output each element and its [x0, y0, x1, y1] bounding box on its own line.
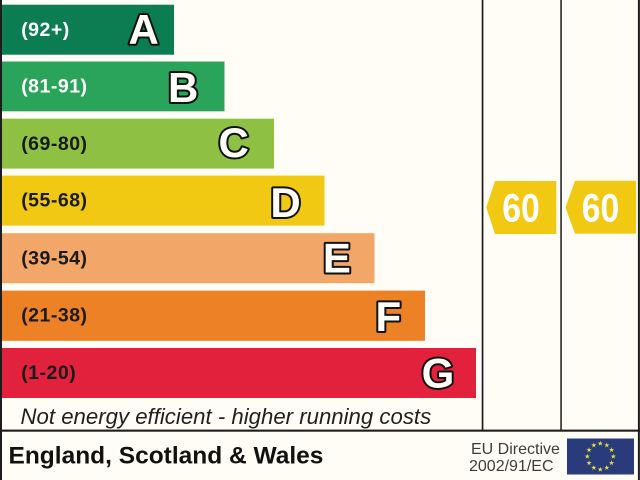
svg-text:(39-54): (39-54) — [21, 247, 87, 269]
svg-text:(69-80): (69-80) — [21, 133, 87, 155]
svg-text:(81-91): (81-91) — [21, 76, 87, 98]
svg-text:60: 60 — [502, 186, 540, 230]
svg-text:A: A — [129, 6, 159, 53]
svg-text:B: B — [168, 64, 198, 111]
svg-text:(21-38): (21-38) — [21, 305, 87, 327]
svg-text:(1-20): (1-20) — [21, 362, 76, 384]
svg-text:C: C — [219, 119, 249, 166]
svg-text:E: E — [323, 234, 351, 281]
svg-text:(92+): (92+) — [21, 19, 70, 41]
svg-text:F: F — [375, 293, 401, 340]
svg-text:G: G — [422, 350, 455, 397]
svg-text:2002/91/EC: 2002/91/EC — [469, 458, 554, 475]
svg-text:(55-68): (55-68) — [21, 190, 87, 212]
svg-text:Not energy efficient - higher: Not energy efficient - higher running co… — [21, 404, 432, 429]
svg-text:EU Directive: EU Directive — [471, 441, 560, 458]
svg-text:England, Scotland & Wales: England, Scotland & Wales — [9, 443, 324, 470]
svg-text:60: 60 — [582, 186, 620, 230]
svg-text:D: D — [270, 179, 300, 226]
